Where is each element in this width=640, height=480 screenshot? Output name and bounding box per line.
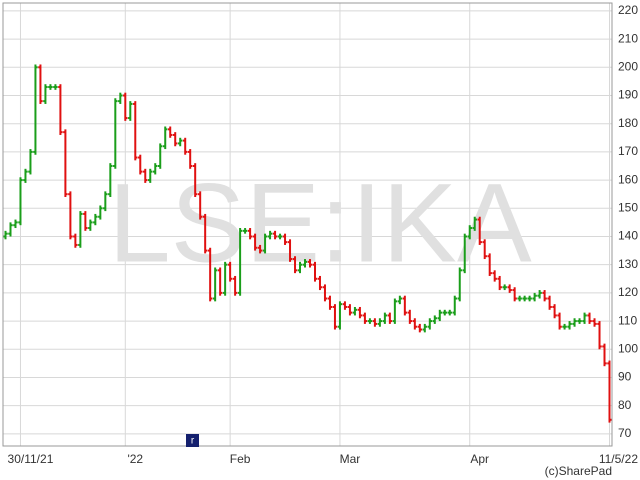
y-tick-label: 150 (618, 200, 638, 214)
x-tick-label: 30/11/21 (8, 452, 54, 466)
y-tick-label: 200 (618, 59, 638, 73)
x-tick-label: Mar (340, 452, 361, 466)
y-tick-label: 120 (618, 285, 638, 299)
y-tick-label: 80 (618, 398, 632, 412)
watermark: LSE:IKA (108, 161, 532, 286)
x-tick-label: '22 (127, 452, 143, 466)
bar-layer (3, 64, 612, 423)
event-marker-label[interactable]: r (191, 436, 195, 447)
event-marker[interactable] (186, 434, 199, 447)
y-tick-label: 160 (618, 172, 638, 186)
y-tick-label: 170 (618, 144, 638, 158)
x-tick-label: Feb (230, 452, 251, 466)
y-tick-label: 190 (618, 88, 638, 102)
x-tick-label: Apr (470, 452, 489, 466)
y-tick-label: 180 (618, 116, 638, 130)
y-tick-label: 140 (618, 229, 638, 243)
y-tick-label: 130 (618, 257, 638, 271)
y-tick-label: 100 (618, 341, 638, 355)
y-tick-label: 220 (618, 3, 638, 17)
x-tick-label: 11/5/22 (599, 452, 638, 466)
y-tick-label: 70 (618, 426, 632, 440)
plot-frame (2, 2, 613, 447)
y-tick-label: 90 (618, 370, 632, 384)
y-tick-label: 110 (618, 313, 637, 327)
y-tick-label: 210 (618, 31, 638, 45)
credit: (c)SharePad (545, 464, 612, 478)
